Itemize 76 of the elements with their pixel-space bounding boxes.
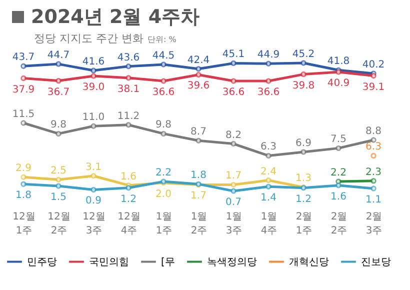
data-label: 42.4 — [187, 54, 210, 66]
data-label: 9.8 — [156, 120, 172, 131]
x-tick-label: 1월 1주 — [156, 212, 172, 236]
data-label: 1.7 — [190, 190, 206, 202]
data-label: 8.7 — [190, 126, 206, 138]
x-tick-label: 12월 1주 — [12, 212, 36, 236]
data-label: 1.2 — [296, 194, 312, 205]
legend-label: 진보당 — [361, 256, 391, 268]
data-label: 36.6 — [152, 87, 175, 98]
data-label: 11.5 — [12, 109, 35, 120]
data-label: 43.6 — [117, 52, 140, 64]
x-tick-label: 1월 3주 — [226, 212, 242, 236]
legend-label: 개혁신당 — [289, 256, 329, 268]
data-label: 2.0 — [156, 188, 172, 200]
x-tick-label: 2월 2주 — [330, 212, 348, 236]
data-label: 1.8 — [190, 170, 206, 182]
data-label: 0.9 — [86, 196, 102, 207]
data-label: 3.1 — [86, 162, 102, 173]
data-label: 8.8 — [366, 126, 382, 137]
data-label: 9.8 — [50, 120, 66, 131]
legend-label: 녹색정의당 — [207, 256, 257, 268]
data-label: 39.0 — [82, 82, 105, 93]
data-label: 43.7 — [12, 52, 35, 64]
data-label: 11.2 — [117, 110, 140, 122]
data-label: 1.8 — [16, 190, 32, 202]
data-label: 36.7 — [47, 86, 70, 98]
data-label: 41.8 — [327, 56, 350, 68]
data-label: 1.3 — [296, 173, 312, 184]
data-label: 8.2 — [226, 130, 242, 141]
data-label: 1.6 — [330, 191, 346, 202]
x-tick-label: 2월 3주 — [366, 212, 382, 236]
data-label: 39.6 — [187, 80, 210, 92]
data-label: 41.6 — [82, 56, 105, 68]
data-label: 2.9 — [16, 163, 32, 174]
data-label: 45.1 — [222, 49, 245, 60]
data-label: 1.1 — [366, 194, 382, 206]
data-label: 1.4 — [260, 192, 276, 204]
data-label: 44.7 — [47, 50, 70, 62]
chart-title: 2024년 2월 4주차 — [31, 5, 200, 30]
x-tick-label: 1월 4주 — [260, 212, 278, 236]
data-label: 1.6 — [120, 171, 136, 182]
data-label: 6.9 — [296, 138, 312, 149]
data-label: 44.5 — [152, 50, 175, 62]
data-label: 6.3 — [366, 142, 382, 153]
x-tick-label: 1월 2주 — [190, 212, 208, 236]
data-label: 7.5 — [330, 134, 346, 146]
data-label: 2.5 — [50, 166, 66, 177]
data-label: 1.2 — [120, 194, 136, 205]
chart-subtitle: 정당 지지도 주간 변화 — [34, 32, 144, 45]
data-label: 39.1 — [362, 82, 385, 93]
text: 단위: % — [148, 35, 176, 44]
data-label: 40.2 — [362, 59, 385, 70]
data-label: 2.2 — [330, 168, 346, 179]
data-label: 36.6 — [257, 87, 280, 98]
data-label: 1.7 — [226, 170, 242, 182]
x-tick-label: 2월 1주 — [296, 212, 312, 236]
data-label: 11.0 — [82, 112, 105, 124]
data-label: 2.4 — [260, 166, 276, 178]
x-tick-label: 12월 2주 — [48, 212, 70, 236]
data-label: 2.2 — [156, 168, 172, 179]
data-label: 36.6 — [222, 87, 245, 98]
data-label: 38.1 — [117, 84, 140, 95]
legend-label: [무 — [161, 256, 175, 268]
data-label: 2.3 — [366, 166, 382, 178]
data-label: 40.9 — [327, 78, 350, 89]
data-label: 6.3 — [260, 142, 276, 153]
x-tick-label: 12월 4주 — [118, 212, 140, 236]
data-label: 44.9 — [257, 50, 280, 61]
legend-label: 민주당 — [27, 256, 57, 268]
data-label: 45.2 — [292, 49, 315, 60]
data-label: 39.8 — [292, 80, 315, 92]
data-label: 0.7 — [226, 197, 242, 208]
data-label: 1.5 — [50, 192, 66, 203]
x-tick-label: 12월 3주 — [82, 212, 106, 236]
legend-label: 국민의힘 — [89, 256, 129, 268]
data-label: 37.9 — [12, 84, 35, 96]
